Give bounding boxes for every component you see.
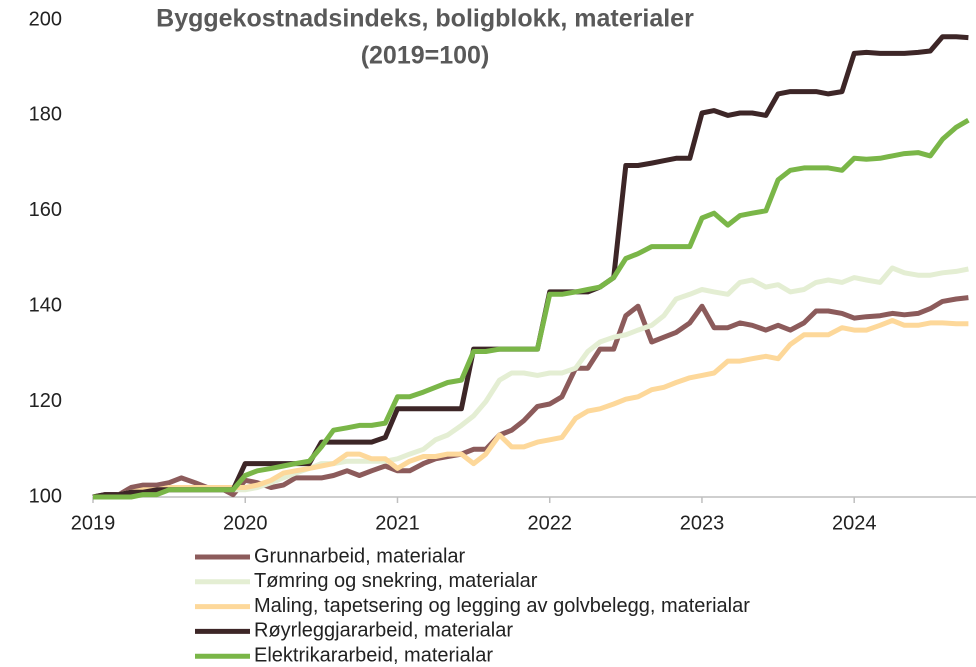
y-tick-label: 100: [29, 485, 62, 507]
y-tick-label: 200: [29, 8, 62, 30]
chart-title: Byggekostnadsindeks, boligblokk, materia…: [156, 5, 694, 33]
x-tick-label: 2024: [832, 512, 877, 534]
y-tick-label: 120: [29, 390, 62, 412]
legend-label: Elektrikararbeid, materialar: [254, 644, 493, 666]
series-line: [92, 34, 969, 500]
chart-title: (2019=100): [361, 42, 490, 70]
series-line: [93, 318, 969, 500]
series-line: [93, 265, 969, 500]
legend-label: Maling, tapetsering og legging av golvbe…: [254, 595, 750, 617]
y-tick-label: 180: [29, 104, 62, 126]
legend-label: Tømring og snekring, materialar: [254, 570, 538, 592]
y-tick-label: 160: [29, 199, 62, 221]
x-tick-label: 2022: [527, 512, 572, 534]
legend-label: Grunnarbeid, materialar: [254, 545, 466, 567]
x-tick-label: 2023: [680, 512, 725, 534]
series-line: [93, 118, 970, 500]
legend-label: Røyrleggjararbeid, materialar: [254, 620, 513, 642]
y-tick-label: 140: [29, 294, 62, 316]
x-tick-label: 2021: [375, 512, 420, 534]
x-tick-label: 2019: [71, 512, 116, 534]
x-tick-label: 2020: [223, 512, 268, 534]
